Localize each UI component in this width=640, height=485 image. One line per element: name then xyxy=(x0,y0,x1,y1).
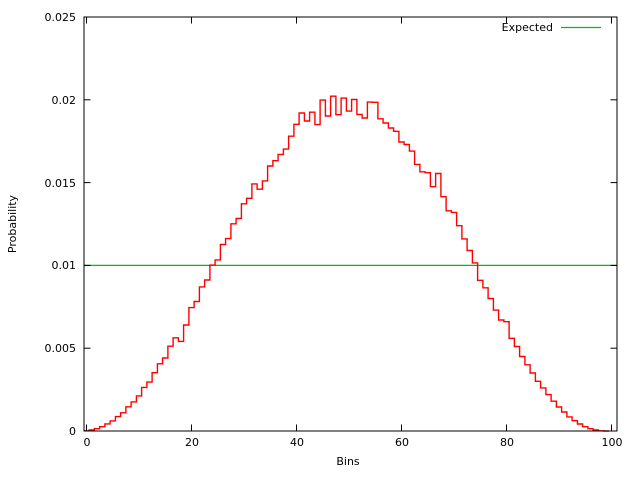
x-axis-title: Bins xyxy=(336,455,360,468)
x-tick-label-100: 100 xyxy=(602,436,623,449)
x-tick-label-40: 40 xyxy=(290,436,304,449)
legend: Expected xyxy=(502,21,601,34)
tick-marks xyxy=(84,16,617,432)
y-tick-label-0005: 0.005 xyxy=(45,342,77,355)
observed-series-line xyxy=(84,95,609,432)
y-tick-label-002: 0.02 xyxy=(52,94,77,107)
y-tick-label-0: 0 xyxy=(69,425,76,438)
x-tick-label-60: 60 xyxy=(395,436,409,449)
y-tick-label-0025: 0.025 xyxy=(45,11,77,24)
y-tick-label-0015: 0.015 xyxy=(45,177,77,190)
x-tick-label-80: 80 xyxy=(500,436,514,449)
plot-border xyxy=(83,16,618,432)
y-tick-label-001: 0.01 xyxy=(52,259,77,272)
x-axis-tick-labels: 0 20 40 60 80 100 xyxy=(84,436,623,449)
y-axis-tick-labels: 0 0.005 0.01 0.015 0.02 0.025 xyxy=(45,11,77,438)
y-axis-title: Probability xyxy=(6,194,19,253)
x-tick-label-0: 0 xyxy=(84,436,91,449)
legend-label-expected: Expected xyxy=(502,21,553,34)
x-tick-label-20: 20 xyxy=(185,436,199,449)
